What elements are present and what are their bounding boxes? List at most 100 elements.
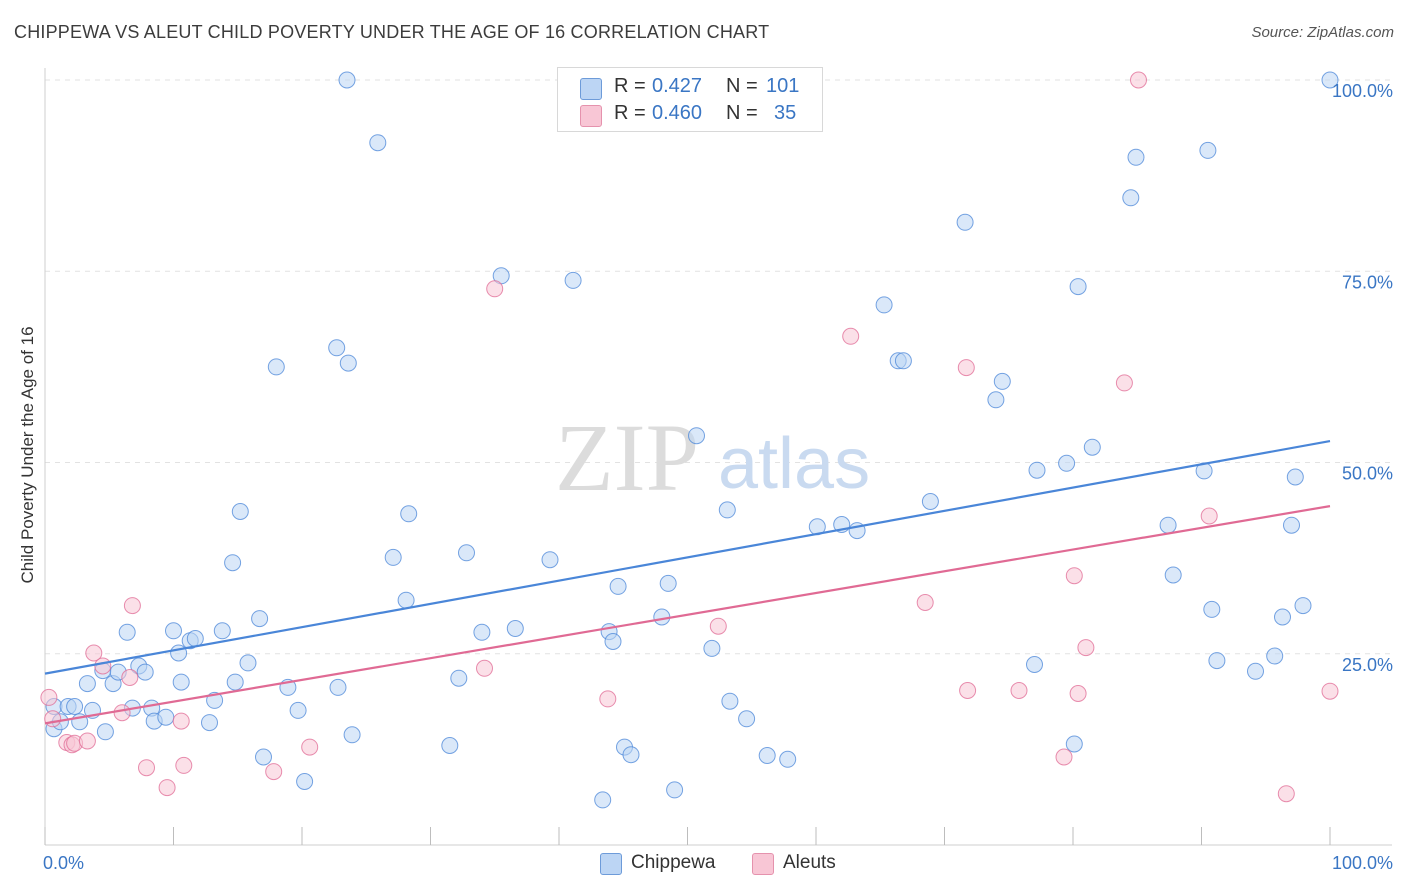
legend-label-aleuts: Aleuts xyxy=(783,852,836,873)
series-chippewa xyxy=(45,71,1339,809)
watermark-atlas: atlas xyxy=(718,424,870,504)
chippewa-point xyxy=(226,673,244,691)
chippewa-point xyxy=(1208,652,1226,670)
watermark: ZIP atlas xyxy=(555,404,870,511)
chippewa-point xyxy=(369,134,387,152)
chippewa-point xyxy=(1159,516,1177,534)
chippewa-point xyxy=(653,608,671,626)
chippewa-point xyxy=(894,352,912,370)
x-tick-label: 100.0% xyxy=(1332,853,1393,873)
legend-swatch-aleuts xyxy=(752,853,774,875)
legend-swatch-chippewa xyxy=(580,78,602,100)
chippewa-point xyxy=(993,372,1011,390)
chippewa-point xyxy=(594,791,612,809)
chippewa-point xyxy=(1069,278,1087,296)
trend-line-aleuts xyxy=(44,505,1331,725)
chippewa-point xyxy=(703,639,721,657)
chippewa-point xyxy=(450,669,468,687)
chippewa-point xyxy=(1286,468,1304,486)
data-points xyxy=(40,71,1339,809)
chippewa-point xyxy=(1164,566,1182,584)
aleuts-point xyxy=(599,690,617,708)
aleuts-point xyxy=(842,327,860,345)
source-label: Source: ZipAtlas.com xyxy=(1251,24,1394,41)
chippewa-point xyxy=(1065,735,1083,753)
legend-n-value: 101 xyxy=(766,75,800,97)
chippewa-point xyxy=(186,630,204,647)
chippewa-point xyxy=(458,544,475,562)
tick-labels: 25.0% 50.0% 75.0% 100.0% 0.0% 100.0% xyxy=(43,81,1393,873)
chippewa-point xyxy=(779,750,797,768)
aleuts-point xyxy=(172,712,190,730)
chippewa-point xyxy=(157,708,175,726)
chippewa-point xyxy=(165,622,182,640)
chippewa-point xyxy=(339,354,357,372)
aleuts-point xyxy=(1277,785,1295,803)
chippewa-point xyxy=(397,591,415,609)
chippewa-point xyxy=(1274,608,1291,626)
aleuts-point xyxy=(158,779,176,797)
chippewa-point xyxy=(506,620,524,637)
chippewa-point xyxy=(1266,647,1284,665)
aleuts-point xyxy=(78,732,96,750)
chippewa-point xyxy=(1283,516,1300,534)
aleuts-point xyxy=(1065,567,1083,585)
chippewa-point xyxy=(329,678,347,696)
aleuts-point xyxy=(123,597,141,615)
chippewa-point xyxy=(1058,454,1076,472)
chippewa-point xyxy=(224,554,242,572)
aleuts-point xyxy=(1010,682,1028,699)
chippewa-point xyxy=(1083,438,1101,456)
chippewa-point xyxy=(738,710,756,728)
y-tick-label: 25.0% xyxy=(1342,655,1393,675)
chippewa-point xyxy=(1028,461,1046,479)
aleuts-point xyxy=(94,657,112,675)
aleuts-point xyxy=(916,594,934,611)
legend-n-value: 35 xyxy=(774,102,797,124)
chippewa-point xyxy=(289,701,307,719)
chippewa-point xyxy=(659,574,677,592)
y-tick-label: 50.0% xyxy=(1342,464,1393,484)
chippewa-point xyxy=(201,714,218,732)
aleuts-point xyxy=(1077,639,1095,657)
chippewa-point xyxy=(384,548,402,566)
chippewa-point xyxy=(338,71,356,89)
aleuts-point xyxy=(44,710,62,728)
chippewa-point xyxy=(441,737,459,754)
y-axis-label: Child Poverty Under the Age of 16 xyxy=(18,326,37,584)
legend-r-value: 0.427 xyxy=(652,75,703,97)
aleuts-point xyxy=(1069,685,1087,702)
chippewa-point xyxy=(541,551,559,569)
chippewa-point xyxy=(400,505,418,523)
chippewa-point xyxy=(1122,189,1140,207)
aleuts-point xyxy=(709,617,727,635)
chippewa-point xyxy=(1026,656,1043,673)
aleuts-point xyxy=(265,763,283,781)
chippewa-point xyxy=(136,663,154,681)
y-tick-label: 100.0% xyxy=(1332,81,1393,101)
chippewa-point xyxy=(343,726,361,744)
aleuts-point xyxy=(175,756,193,774)
chippewa-point xyxy=(118,623,136,641)
chippewa-point xyxy=(604,633,622,650)
aleuts-point xyxy=(113,704,131,722)
chippewa-point xyxy=(718,501,736,519)
chippewa-point xyxy=(231,503,249,520)
legend-label-chippewa: Chippewa xyxy=(631,852,716,873)
chippewa-point xyxy=(255,748,272,766)
chippewa-point xyxy=(758,747,776,764)
chippewa-point xyxy=(267,358,285,376)
chippewa-point xyxy=(1247,662,1264,680)
chippewa-point xyxy=(1199,141,1217,159)
chippewa-point xyxy=(251,610,269,628)
chart-title: CHIPPEWA VS ALEUT CHILD POVERTY UNDER TH… xyxy=(14,22,770,42)
x-tick-label: 0.0% xyxy=(43,853,84,873)
aleuts-point xyxy=(1200,507,1218,525)
aleuts-point xyxy=(486,280,504,298)
aleuts-point xyxy=(85,644,103,662)
watermark-zip: ZIP xyxy=(555,404,699,511)
aleuts-point xyxy=(1130,71,1147,89)
chippewa-point xyxy=(239,654,257,672)
aleuts-point xyxy=(959,682,977,699)
